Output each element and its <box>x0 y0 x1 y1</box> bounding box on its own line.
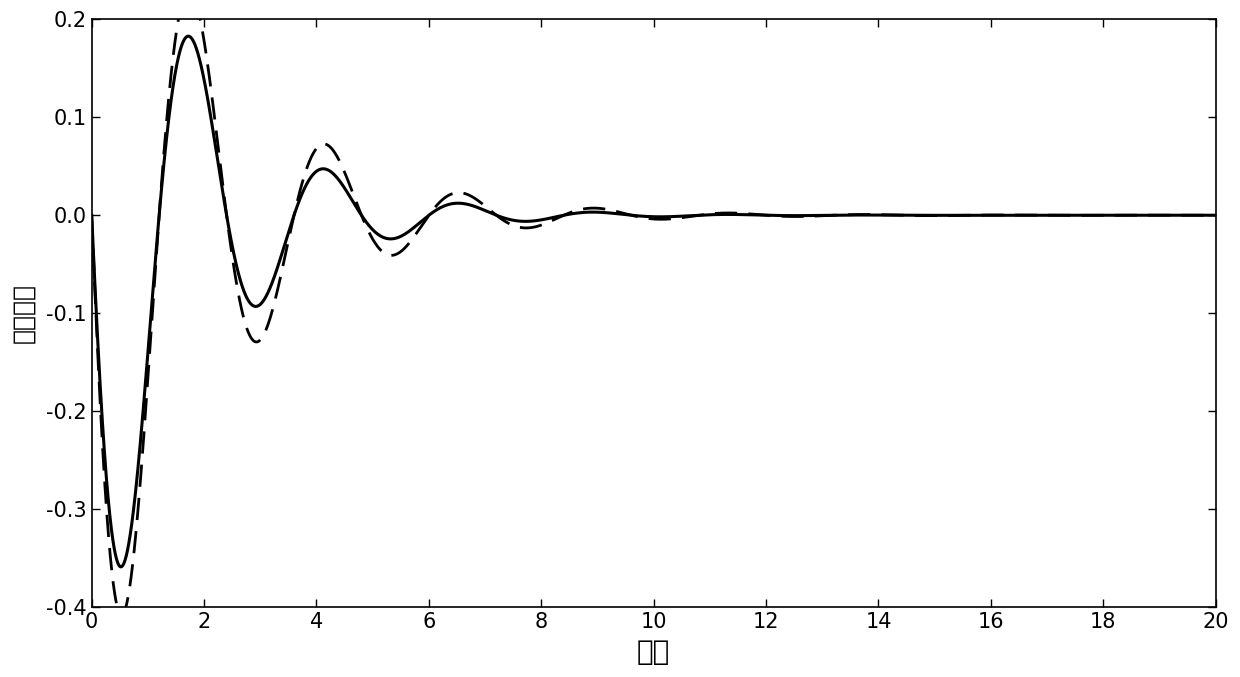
Y-axis label: 负载摆角: 负载摆角 <box>11 283 35 343</box>
X-axis label: 时间: 时间 <box>637 638 671 666</box>
